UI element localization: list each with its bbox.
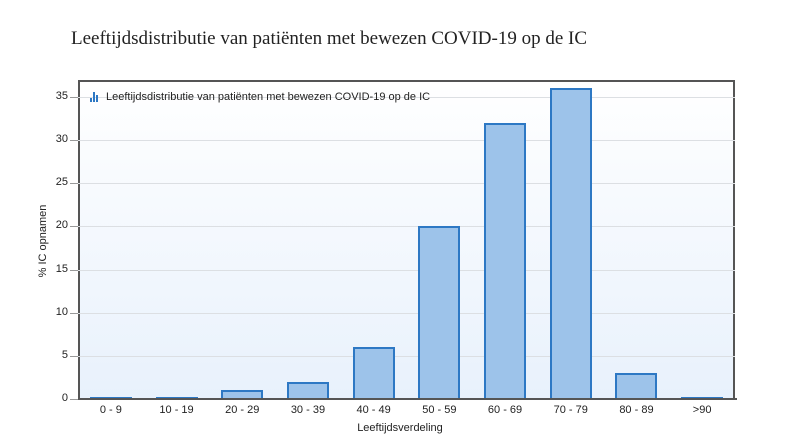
x-tick-label: 70 - 79: [553, 404, 588, 416]
x-tick-label: 20 - 29: [225, 404, 260, 416]
x-tick-label: 40 - 49: [356, 404, 391, 416]
bar-70-79[interactable]: [549, 88, 592, 399]
y-tick-mark: [70, 183, 78, 185]
y-tick-mark: [70, 269, 78, 271]
y-tick-label: 35: [55, 90, 68, 102]
y-tick-label: 0: [61, 392, 68, 404]
bar-50-59[interactable]: [418, 226, 461, 399]
x-tick-label: 0 - 9: [99, 404, 122, 416]
y-tick-mark: [70, 399, 78, 400]
y-tick-label: 30: [55, 133, 68, 146]
y-tick-mark: [70, 355, 78, 357]
x-tick-label: 60 - 69: [487, 404, 523, 416]
gridline: [78, 140, 735, 142]
y-tick-label: 15: [55, 262, 68, 275]
y-tick-mark: [70, 312, 78, 314]
x-tick-label: 80 - 89: [619, 404, 654, 416]
gridline: [78, 312, 735, 314]
x-tick-label: 10 - 19: [159, 404, 194, 416]
y-axis-label: % IC opnamen: [37, 204, 49, 278]
legend-label: Leeftijdsdistributie van patiënten met b…: [106, 91, 431, 103]
gridline: [78, 183, 735, 185]
x-tick-label: >90: [692, 404, 712, 416]
x-axis-line: [78, 398, 737, 400]
x-tick-label: 30 - 39: [290, 404, 326, 416]
bar-20-29[interactable]: [221, 390, 264, 399]
legend[interactable]: Leeftijdsdistributie van patiënten met b…: [90, 91, 430, 103]
page-title: Leeftijdsdistributie van patiënten met b…: [71, 28, 588, 49]
y-tick-label: 25: [55, 176, 68, 189]
y-tick-label: 10: [55, 305, 68, 318]
gridline: [78, 97, 735, 98]
plot-area: [78, 80, 735, 399]
x-tick-label: 50 - 59: [422, 404, 457, 416]
bar-80-89[interactable]: [615, 373, 658, 399]
y-tick-mark: [70, 226, 78, 228]
gridline: [78, 355, 735, 357]
y-tick-mark: [70, 140, 78, 142]
y-tick-label: 20: [55, 219, 68, 232]
gridline: [78, 269, 735, 271]
bar-60-69[interactable]: [484, 122, 527, 399]
y-tick-mark: [70, 97, 78, 98]
bar-40-49[interactable]: [352, 347, 395, 399]
bar-30-39[interactable]: [286, 381, 329, 399]
bar-chart-icon: [90, 92, 98, 102]
gridline: [78, 226, 735, 228]
y-tick-label: 5: [61, 348, 68, 361]
x-axis-label: Leeftijdsverdeling: [357, 422, 443, 434]
